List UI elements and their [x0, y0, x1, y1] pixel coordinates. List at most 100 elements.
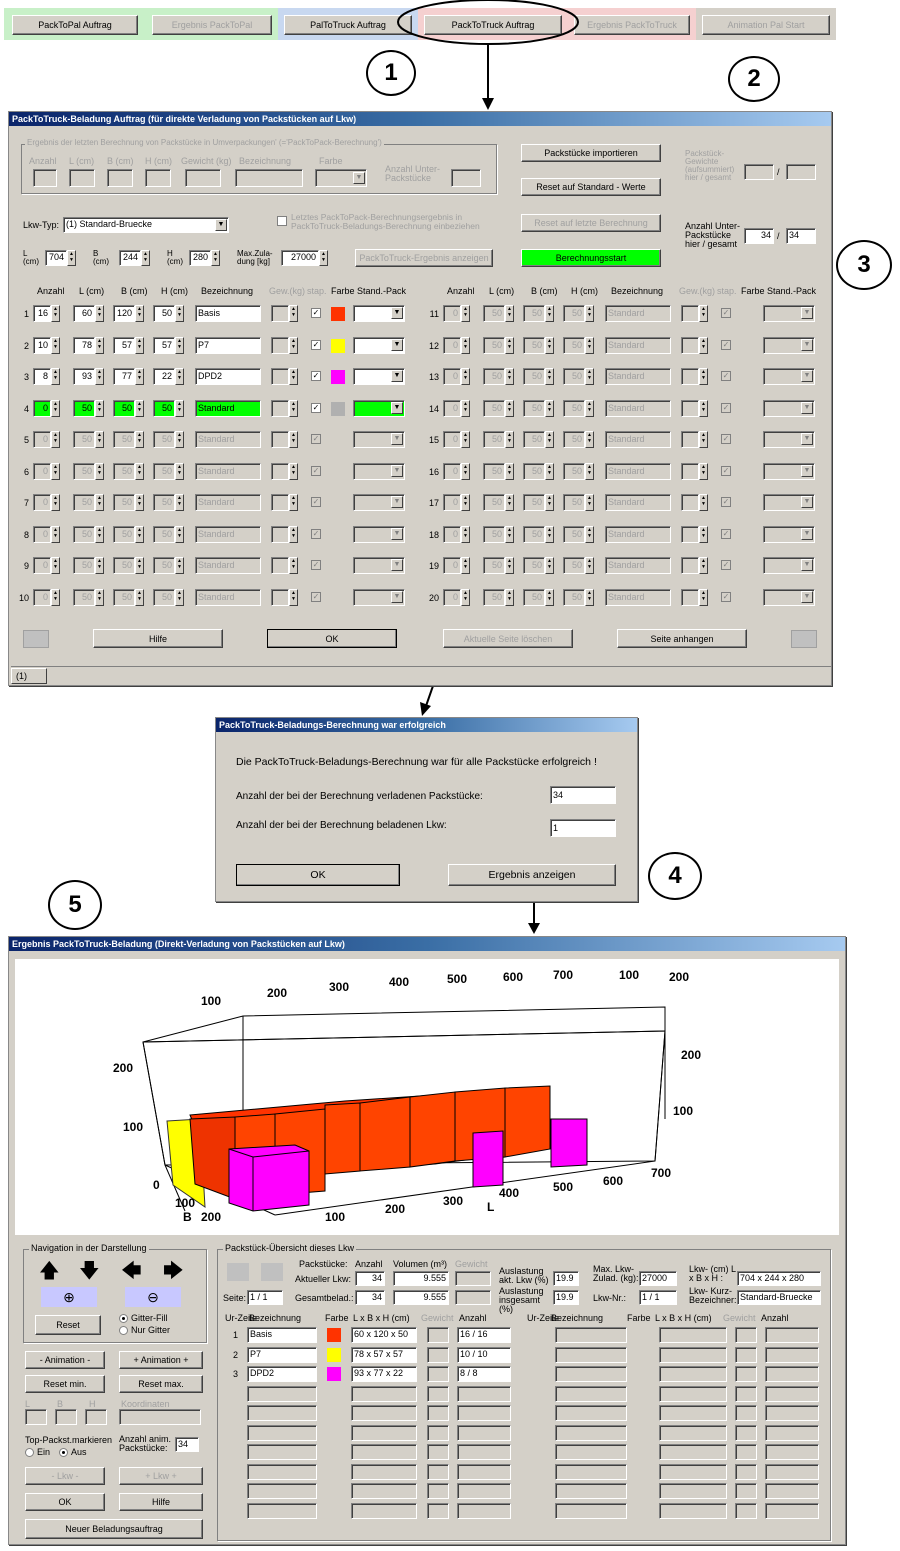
dim-b-spinner[interactable]: ▲ ▼	[141, 250, 150, 266]
import-packages-button[interactable]: Packstücke importieren	[521, 144, 661, 162]
append-page-button[interactable]: Seite anhangen	[617, 629, 747, 648]
row-stackable-checkbox[interactable]: ✓	[311, 371, 321, 381]
row-l-input[interactable]: 50	[73, 399, 95, 417]
row-stackable-checkbox[interactable]: ✓	[311, 308, 321, 318]
row-b-spinner[interactable]: ▲ ▼	[135, 305, 144, 322]
dialog-ok-button[interactable]: OK	[236, 864, 400, 886]
row-b-spinner[interactable]: ▲ ▼	[135, 336, 144, 354]
reset-standard-button[interactable]: Reset auf Standard - Werte	[521, 178, 661, 196]
only-grid-radio[interactable]: Nur Gitter	[119, 1325, 170, 1336]
dim-l-spinner[interactable]: ▲ ▼	[67, 250, 76, 266]
tab-packtotruck-result[interactable]: Ergebnis PackToTruck	[574, 15, 690, 35]
3d-view[interactable]: 100 200 300 400 500 600 700 100 200 200 …	[15, 959, 839, 1235]
dim-h-spinner[interactable]: ▲ ▼	[211, 250, 220, 266]
help-button[interactable]: Hilfe	[93, 629, 223, 648]
row-anzahl-spinner[interactable]: ▲ ▼	[51, 336, 60, 354]
reset-view-button[interactable]: Reset	[35, 1315, 101, 1335]
grid-fill-radio[interactable]: Gitter-Fill	[119, 1313, 168, 1324]
arrow-down-icon[interactable]: 🡇	[79, 1260, 100, 1282]
row-b-spinner[interactable]: ▲ ▼	[135, 399, 144, 417]
row-b-input[interactable]: 77	[113, 368, 135, 385]
row-anzahl-input[interactable]: 16	[33, 305, 51, 322]
dim-h-input[interactable]: 280	[189, 250, 211, 266]
result-help-button[interactable]: Hilfe	[119, 1493, 203, 1511]
row-stackable-checkbox[interactable]: ✓	[311, 339, 321, 350]
row-chevron-down-icon[interactable]: ▼	[391, 307, 403, 319]
row-h-input[interactable]: 57	[153, 336, 175, 354]
truck-type-chevron-down-icon[interactable]: ▼	[215, 219, 227, 231]
top-mark-off-radio[interactable]: Aus	[59, 1447, 87, 1458]
tab-packtopal-order[interactable]: PackToPal Auftrag	[12, 15, 138, 35]
row-l-spinner[interactable]: ▲ ▼	[95, 305, 104, 322]
row-h-spinner[interactable]: ▲ ▼	[175, 305, 184, 322]
row-chevron-down-icon[interactable]: ▼	[391, 370, 403, 382]
row-l-spinner[interactable]: ▲ ▼	[95, 336, 104, 354]
zoom-in-icon[interactable]: ⊕	[41, 1287, 97, 1307]
truck-minus-button[interactable]: - Lkw -	[25, 1467, 105, 1485]
row-color-swatch[interactable]	[331, 338, 345, 353]
nav-prev-page-indicator[interactable]	[23, 630, 49, 648]
row-color-swatch[interactable]	[331, 401, 345, 416]
row-l-input[interactable]: 93	[73, 368, 95, 385]
truck-plus-button[interactable]: + Lkw +	[119, 1467, 203, 1485]
row-h-spinner[interactable]: ▲ ▼	[175, 399, 184, 417]
row-anzahl-input[interactable]: 0	[33, 399, 51, 417]
row-l-spinner[interactable]: ▲ ▼	[95, 368, 104, 385]
row-chevron-down-icon[interactable]: ▼	[391, 401, 403, 414]
ok-button[interactable]: OK	[267, 629, 397, 648]
row-anzahl-spinner[interactable]: ▲ ▼	[51, 399, 60, 417]
show-packtotruck-result-button[interactable]: PackToTruck-Ergebnis anzeigen	[355, 249, 493, 267]
reset-max-button[interactable]: Reset max.	[119, 1375, 203, 1393]
row-h-input[interactable]: 50	[153, 399, 175, 417]
nav-next-page-indicator[interactable]	[791, 630, 817, 648]
row-name-input[interactable]: P7	[195, 336, 261, 354]
arrow-left-icon[interactable]: 🡄	[121, 1260, 142, 1282]
overview-prev-indicator[interactable]	[227, 1263, 249, 1281]
page-tab-1[interactable]: (1)	[11, 668, 47, 684]
calculation-start-button[interactable]: Berechnungsstart	[521, 249, 661, 267]
row-h-input[interactable]: 50	[153, 305, 175, 322]
row-color-swatch[interactable]	[331, 307, 345, 321]
row-h-spinner[interactable]: ▲ ▼	[175, 368, 184, 385]
arrow-up-icon[interactable]: 🡅	[39, 1260, 60, 1282]
top-mark-on-radio[interactable]: Ein	[25, 1447, 50, 1458]
dim-l-input[interactable]: 704	[45, 250, 67, 266]
tab-packtotruck-order[interactable]: PackToTruck Auftrag	[424, 15, 562, 35]
reset-last-button[interactable]: Reset auf letzte Berechnung	[521, 214, 661, 232]
arrow-right-icon[interactable]: 🡆	[163, 1260, 184, 1282]
row-l-input[interactable]: 78	[73, 336, 95, 354]
row-l-input[interactable]: 60	[73, 305, 95, 322]
row-stackable-checkbox[interactable]: ✓	[311, 402, 321, 413]
row-l-spinner[interactable]: ▲ ▼	[95, 399, 104, 417]
overview-next-indicator[interactable]	[261, 1263, 283, 1281]
truck-type-select[interactable]: (1) Standard-Bruecke	[63, 217, 229, 233]
row-anzahl-input[interactable]: 8	[33, 368, 51, 385]
tab-animation-pal[interactable]: Animation Pal Start	[702, 15, 830, 35]
tab-paltotruck-order[interactable]: PalToTruck Auftrag	[284, 15, 412, 35]
max-load-spinner[interactable]: ▲ ▼	[319, 250, 328, 266]
row-b-spinner[interactable]: ▲ ▼	[135, 368, 144, 385]
animation-plus-button[interactable]: + Animation +	[119, 1351, 203, 1369]
row-name-input[interactable]: Basis	[195, 305, 261, 322]
dim-b-input[interactable]: 244	[119, 250, 141, 266]
row-anzahl-input[interactable]: 10	[33, 336, 51, 354]
row-b-input[interactable]: 120	[113, 305, 135, 322]
row-chevron-down-icon[interactable]: ▼	[391, 338, 403, 351]
animation-minus-button[interactable]: - Animation -	[25, 1351, 105, 1369]
result-ok-button[interactable]: OK	[25, 1493, 105, 1511]
include-packtopack-checkbox[interactable]	[277, 216, 287, 226]
max-load-input[interactable]: 27000	[281, 250, 319, 266]
row-anzahl-spinner[interactable]: ▲ ▼	[51, 305, 60, 322]
zoom-out-icon[interactable]: ⊖	[125, 1287, 181, 1307]
row-h-input[interactable]: 22	[153, 368, 175, 385]
show-result-button[interactable]: Ergebnis anzeigen	[448, 864, 616, 886]
new-order-button[interactable]: Neuer Beladungsauftrag	[25, 1519, 203, 1539]
row-h-spinner[interactable]: ▲ ▼	[175, 336, 184, 354]
row-name-input[interactable]: DPD2	[195, 368, 261, 385]
row-b-input[interactable]: 50	[113, 399, 135, 417]
row-name-input[interactable]: Standard	[195, 399, 261, 417]
row-b-input[interactable]: 57	[113, 336, 135, 354]
row-anzahl-spinner[interactable]: ▲ ▼	[51, 368, 60, 385]
tab-packtopal-result[interactable]: Ergebnis PackToPal	[152, 15, 272, 35]
row-color-swatch[interactable]	[331, 370, 345, 384]
